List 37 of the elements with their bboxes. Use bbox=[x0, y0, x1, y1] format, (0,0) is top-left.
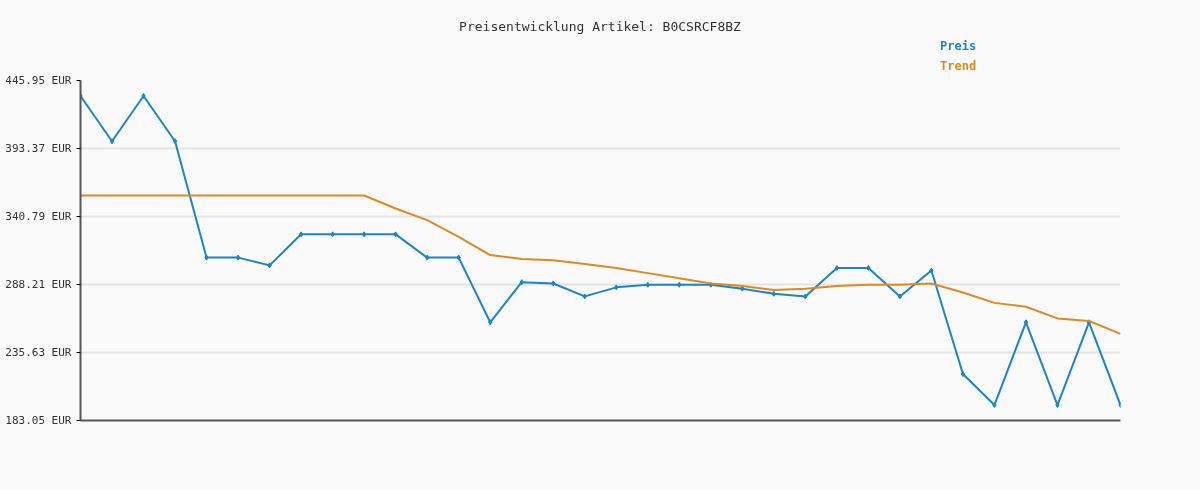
point bbox=[992, 402, 997, 409]
y-tick-label: 445.95 EUR bbox=[5, 74, 72, 87]
point bbox=[897, 293, 903, 300]
point bbox=[141, 92, 146, 99]
point bbox=[172, 138, 178, 145]
y-tick-label: 235.63 EUR bbox=[5, 346, 72, 359]
point bbox=[109, 138, 115, 145]
point bbox=[645, 281, 650, 288]
line-series bbox=[80, 194, 1121, 335]
point bbox=[519, 279, 524, 286]
point bbox=[361, 231, 367, 238]
point bbox=[204, 254, 209, 261]
text: Preis bbox=[940, 38, 977, 55]
text: Trend bbox=[940, 58, 977, 75]
point bbox=[488, 319, 493, 326]
y-tick-label: 183.05 EUR bbox=[5, 414, 72, 427]
point bbox=[298, 231, 304, 238]
y-tick-label: 393.37 EUR bbox=[5, 142, 72, 155]
point bbox=[456, 254, 461, 261]
point bbox=[866, 264, 871, 271]
point bbox=[929, 267, 934, 274]
point bbox=[393, 231, 398, 238]
point bbox=[425, 254, 430, 261]
point bbox=[235, 254, 241, 261]
point bbox=[677, 281, 682, 288]
point bbox=[614, 284, 619, 291]
point bbox=[803, 293, 808, 300]
point bbox=[551, 280, 556, 287]
y-tick-label: 288.21 EUR bbox=[5, 278, 72, 291]
y-tick-label: 340.79 EUR bbox=[5, 210, 72, 223]
point bbox=[267, 262, 272, 269]
point bbox=[960, 371, 966, 378]
point bbox=[834, 264, 840, 271]
point bbox=[582, 293, 587, 300]
point bbox=[771, 290, 776, 297]
title: Preisentwicklung Artikel: B0CSRCF8BZ bbox=[458, 18, 742, 36]
point bbox=[330, 231, 335, 238]
